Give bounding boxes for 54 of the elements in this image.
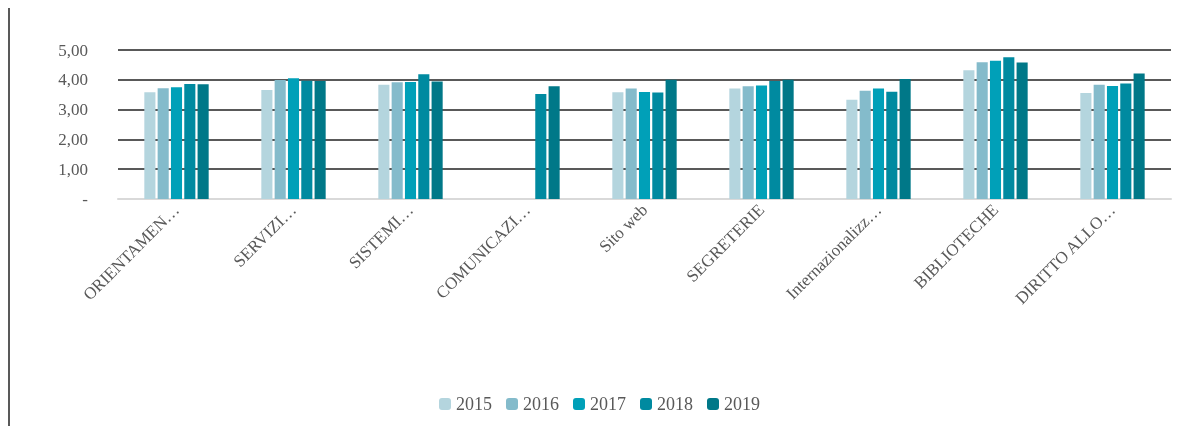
bar: [197, 84, 209, 199]
bar: [769, 80, 781, 199]
bar: [314, 80, 326, 199]
bar: [144, 92, 156, 199]
bar: [782, 79, 794, 199]
bar: [261, 89, 273, 199]
bar: [729, 88, 741, 199]
bar: [989, 60, 1002, 199]
bar: [418, 74, 430, 199]
legend-label: 2019: [724, 394, 760, 414]
y-tick-label: 3,00: [58, 100, 88, 120]
bar: [976, 62, 988, 199]
bar: [1106, 86, 1119, 199]
bar: [1016, 62, 1028, 199]
bar: [859, 90, 871, 199]
y-tick-label: 1,00: [58, 159, 88, 179]
bar: [886, 91, 898, 199]
y-tick-label: 4,00: [58, 70, 88, 90]
bar: [1093, 84, 1105, 199]
bar: [535, 94, 547, 199]
bar: [1080, 92, 1092, 199]
bar: [391, 82, 403, 199]
bar: [872, 88, 885, 199]
bar: [431, 81, 443, 199]
bar: [404, 81, 417, 199]
y-tick-label: 2,00: [58, 129, 88, 149]
bar: [287, 78, 300, 199]
bar: [899, 78, 911, 199]
bar: [274, 80, 286, 199]
legend-label: 2015: [456, 394, 492, 414]
bar: [1003, 57, 1015, 199]
x-tick-label: Sito web: [595, 200, 652, 257]
bar: [652, 92, 664, 199]
y-tick-label: 5,00: [58, 40, 88, 60]
bar: [665, 79, 677, 199]
bar: [1133, 73, 1145, 199]
legend-label: 2018: [657, 394, 693, 414]
bar: [157, 88, 169, 199]
y-tick-label: -: [82, 189, 89, 209]
bar: [846, 99, 858, 199]
bar: [638, 92, 651, 199]
bar: [301, 80, 313, 199]
bar: [755, 85, 768, 199]
bar: [1120, 83, 1132, 199]
bar: [170, 87, 183, 199]
bar: [184, 83, 196, 199]
bar: [742, 86, 754, 199]
bar: [548, 86, 560, 199]
bar: [612, 92, 624, 199]
legend-label: 2016: [523, 394, 559, 414]
bar: [625, 88, 637, 199]
legend-label: 2017: [590, 394, 626, 414]
bar: [963, 70, 975, 199]
bar: [378, 84, 390, 199]
